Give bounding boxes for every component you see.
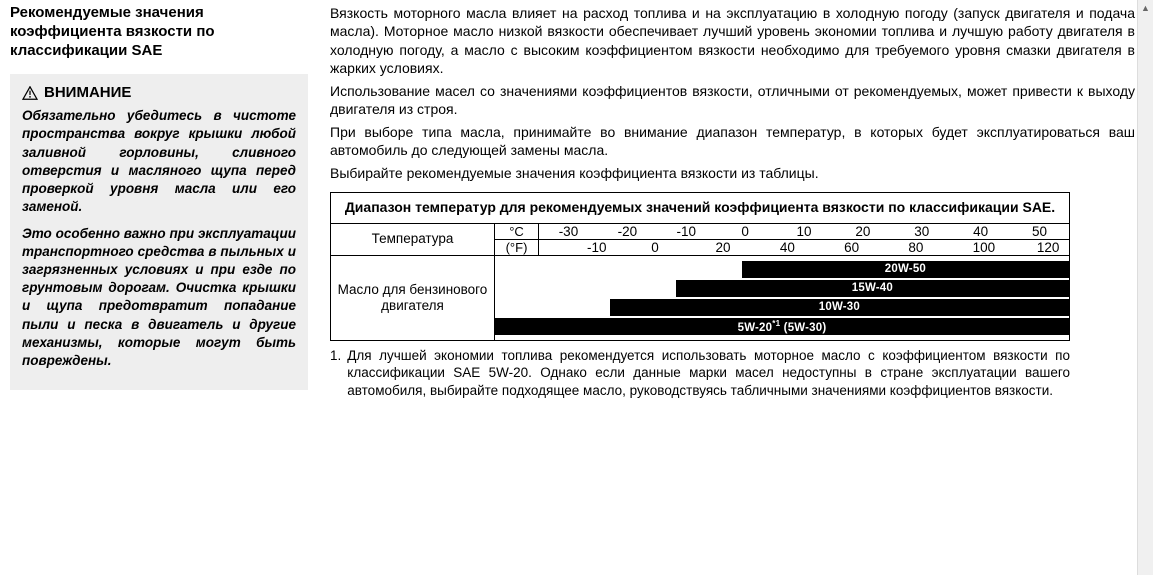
temperature-label: Температура xyxy=(331,224,495,255)
unit-fahrenheit: (°F) xyxy=(495,240,538,255)
oil-grade-bar: 15W-40 xyxy=(676,280,1069,297)
scale-f-tick: 0 xyxy=(619,240,683,255)
footnote: 1. Для лучшей экономии топлива рекоменду… xyxy=(330,347,1070,400)
footnote-number: 1. xyxy=(330,347,341,400)
scale-f-tick: 80 xyxy=(876,240,940,255)
scale-c-tick: 0 xyxy=(716,224,775,239)
warning-paragraph-2: Это особенно важно при эксплуатации тран… xyxy=(22,225,296,371)
warning-paragraph-1: Обязательно убедитесь в чистоте простран… xyxy=(22,107,296,216)
scale-f-tick: 40 xyxy=(748,240,812,255)
unit-celsius: °C xyxy=(495,224,538,240)
temperature-units: °C (°F) xyxy=(495,224,539,255)
temperature-row: Температура °C (°F) -30-20-1001020304050… xyxy=(331,224,1069,256)
temperature-scale: -30-20-1001020304050 -10020406080100120 xyxy=(539,224,1069,255)
sae-heading: Рекомендуемые значения коэффициента вязк… xyxy=(10,4,308,60)
scale-f-tick: 100 xyxy=(940,240,1004,255)
scale-f-tick: 60 xyxy=(812,240,876,255)
oil-grade-label: 20W-50 xyxy=(885,263,926,275)
body-paragraph-3: При выборе типа масла, принимайте во вни… xyxy=(330,123,1135,160)
scale-c-tick: 20 xyxy=(833,224,892,239)
table-title: Диапазон температур для рекомендуемых зн… xyxy=(331,193,1069,224)
scale-f-tick: 120 xyxy=(1005,240,1069,255)
scale-c-tick: -10 xyxy=(657,224,716,239)
oil-label: Масло для бензинового двигателя xyxy=(331,256,495,340)
oil-row: Масло для бензинового двигателя 20W-50 15… xyxy=(331,256,1069,340)
oil-bars-area: 20W-50 15W-40 10W-30 5W-20*1 (5W-30) xyxy=(495,256,1069,340)
body-paragraph-4: Выбирайте рекомендуемые значения коэффиц… xyxy=(330,164,1135,182)
scale-c-tick: 50 xyxy=(1010,224,1069,239)
scale-c-tick: -30 xyxy=(539,224,598,239)
oil-grade-bar: 10W-30 xyxy=(610,299,1069,316)
body-paragraph-1: Вязкость моторного масла влияет на расхо… xyxy=(330,4,1135,78)
oil-grade-bar: 5W-20*1 (5W-30) xyxy=(495,318,1069,335)
scroll-up-icon[interactable]: ▲ xyxy=(1138,0,1153,16)
warning-title: ВНИМАНИЕ xyxy=(22,84,296,101)
scale-c-tick: 40 xyxy=(951,224,1010,239)
scale-c-tick: 10 xyxy=(775,224,834,239)
scale-c-tick: -20 xyxy=(598,224,657,239)
footnote-text: Для лучшей экономии топлива рекомендуетс… xyxy=(347,347,1070,400)
left-column: Рекомендуемые значения коэффициента вязк… xyxy=(10,4,308,399)
oil-grade-label: 15W-40 xyxy=(852,282,893,294)
scale-f-tick: 20 xyxy=(683,240,747,255)
viscosity-table: Диапазон температур для рекомендуемых зн… xyxy=(330,192,1070,341)
scale-c-tick: 30 xyxy=(892,224,951,239)
oil-grade-label: 10W-30 xyxy=(819,301,860,313)
right-column: Вязкость моторного масла влияет на расхо… xyxy=(330,4,1135,399)
scale-fahrenheit: -10020406080100120 xyxy=(539,240,1069,255)
oil-grade-bar: 20W-50 xyxy=(742,261,1069,278)
scale-f-tick: -10 xyxy=(555,240,619,255)
warning-triangle-icon xyxy=(22,86,38,100)
warning-title-text: ВНИМАНИЕ xyxy=(44,84,131,101)
body-paragraph-2: Использование масел со значениями коэффи… xyxy=(330,82,1135,119)
scale-celsius: -30-20-1001020304050 xyxy=(539,224,1069,240)
oil-grade-label: 5W-20*1 (5W-30) xyxy=(738,319,827,334)
warning-box: ВНИМАНИЕ Обязательно убедитесь в чистоте… xyxy=(10,74,308,390)
vertical-scrollbar[interactable]: ▲ xyxy=(1137,0,1153,575)
